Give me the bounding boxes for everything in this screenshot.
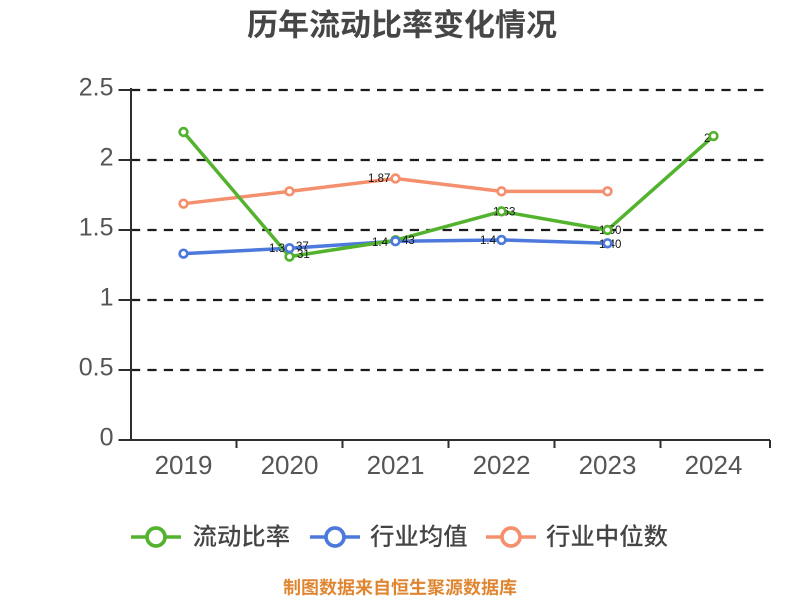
- svg-text:1.4: 1.4: [480, 235, 497, 247]
- svg-text:2019: 2019: [155, 450, 213, 480]
- svg-text:2: 2: [100, 144, 114, 172]
- svg-text:0: 0: [100, 424, 114, 452]
- svg-text:2023: 2023: [579, 450, 637, 480]
- svg-text:2024: 2024: [685, 450, 743, 480]
- svg-text:1.3: 1.3: [269, 243, 285, 255]
- svg-text:2: 2: [704, 133, 710, 145]
- svg-text:1.87: 1.87: [368, 173, 390, 185]
- svg-text:2020: 2020: [261, 450, 319, 480]
- svg-text:2021: 2021: [367, 450, 425, 480]
- svg-text:1: 1: [100, 284, 114, 312]
- svg-text:2.5: 2.5: [79, 74, 114, 102]
- svg-text:43: 43: [402, 235, 415, 247]
- svg-text:2022: 2022: [473, 450, 531, 480]
- svg-text:37: 37: [296, 241, 309, 253]
- svg-text:1.5: 1.5: [79, 214, 114, 242]
- svg-text:1.4: 1.4: [372, 237, 389, 249]
- svg-text:31: 31: [297, 249, 310, 261]
- svg-text:0.5: 0.5: [79, 354, 114, 382]
